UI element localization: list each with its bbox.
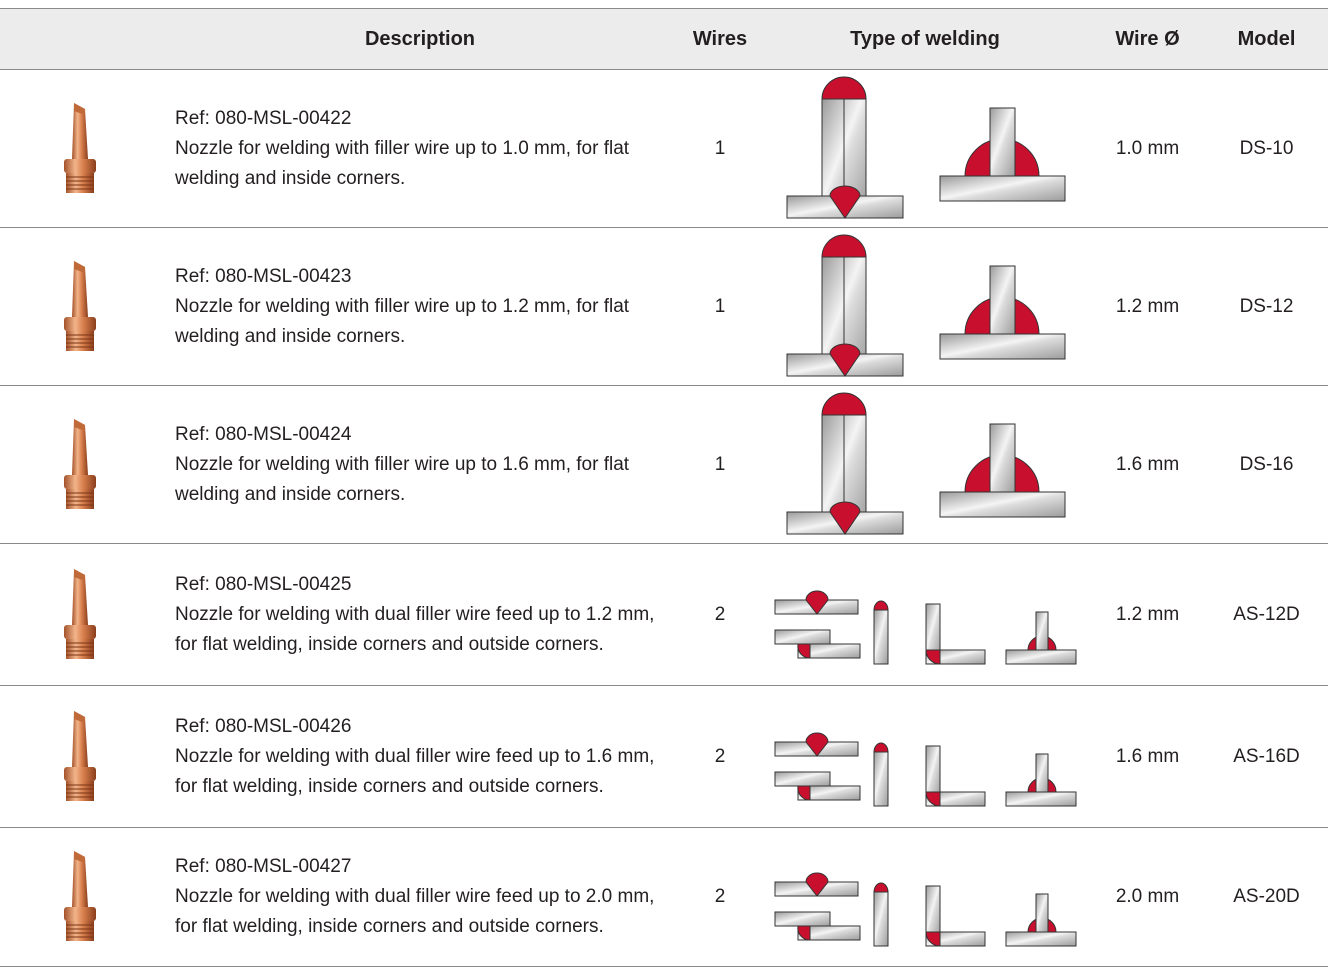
description-cell: Ref: 080-MSL-00422 Nozzle for welding wit… [160, 69, 680, 228]
ref: Ref: 080-MSL-00427 [175, 856, 352, 877]
welding-cell [760, 69, 1090, 228]
nozzle-image [55, 707, 105, 807]
welding-diagram [770, 390, 1080, 540]
image-cell [0, 543, 160, 686]
description-cell: Ref: 080-MSL-00424 Nozzle for welding wit… [160, 385, 680, 544]
model-cell: AS-16D [1205, 685, 1328, 828]
header-cell: Model [1205, 8, 1328, 70]
header-cell: Wires [680, 8, 760, 70]
description: Nozzle for welding with dual filler wire… [175, 745, 655, 797]
description: Nozzle for welding with filler wire up t… [175, 453, 630, 505]
description-cell: Ref: 080-MSL-00426 Nozzle for welding wit… [160, 685, 680, 828]
header-cell: Type of welding [760, 8, 1090, 70]
ref: Ref: 080-MSL-00422 [175, 107, 352, 129]
description: Nozzle for welding with dual filler wire… [175, 886, 655, 937]
wires-cell: 1 [680, 385, 760, 544]
nozzle-image [55, 415, 105, 515]
welding-cell [760, 385, 1090, 544]
welding-diagram [770, 74, 1080, 224]
image-cell [0, 827, 160, 967]
model-cell: AS-20D [1205, 827, 1328, 967]
model-cell: DS-16 [1205, 385, 1328, 544]
ref: Ref: 080-MSL-00423 [175, 265, 352, 287]
welding-cell [760, 685, 1090, 828]
model-cell: DS-12 [1205, 227, 1328, 386]
welding-cell [760, 827, 1090, 967]
nozzle-image [55, 99, 105, 199]
table-body: Ref: 080-MSL-00422 Nozzle for welding wit… [0, 69, 1328, 967]
product-row: Ref: 080-MSL-00427 Nozzle for welding wit… [0, 827, 1328, 967]
wire-diameter-cell: 1.2 mm [1090, 227, 1205, 386]
welding-diagram [770, 842, 1080, 952]
model-cell: AS-12D [1205, 543, 1328, 686]
ref: Ref: 080-MSL-00424 [175, 423, 352, 445]
image-cell [0, 227, 160, 386]
description: Nozzle for welding with dual filler wire… [175, 603, 655, 655]
nozzle-image [55, 847, 105, 947]
description-cell: Ref: 080-MSL-00427 Nozzle for welding wit… [160, 827, 680, 967]
image-cell [0, 685, 160, 828]
product-row: Ref: 080-MSL-00426 Nozzle for welding wit… [0, 685, 1328, 828]
wire-diameter-cell: 2.0 mm [1090, 827, 1205, 967]
nozzle-image [55, 257, 105, 357]
header-cell: Description [160, 8, 680, 70]
ref: Ref: 080-MSL-00425 [175, 573, 352, 595]
product-row: Ref: 080-MSL-00425 Nozzle for welding wit… [0, 543, 1328, 686]
product-row: Ref: 080-MSL-00424 Nozzle for welding wit… [0, 385, 1328, 544]
description-cell: Ref: 080-MSL-00425 Nozzle for welding wit… [160, 543, 680, 686]
wires-cell: 1 [680, 69, 760, 228]
welding-diagram [770, 702, 1080, 812]
wire-diameter-cell: 1.6 mm [1090, 385, 1205, 544]
wires-cell: 2 [680, 685, 760, 828]
nozzle-image [55, 565, 105, 665]
header-cell: Wire Ø [1090, 8, 1205, 70]
wire-diameter-cell: 1.6 mm [1090, 685, 1205, 828]
wires-cell: 2 [680, 543, 760, 686]
welding-cell [760, 227, 1090, 386]
wires-cell: 2 [680, 827, 760, 967]
description-cell: Ref: 080-MSL-00423 Nozzle for welding wit… [160, 227, 680, 386]
product-row: Ref: 080-MSL-00422 Nozzle for welding wit… [0, 69, 1328, 228]
welding-cell [760, 543, 1090, 686]
wire-diameter-cell: 1.2 mm [1090, 543, 1205, 686]
product-table: Description Wires Type of welding Wire Ø… [0, 8, 1328, 967]
image-cell [0, 385, 160, 544]
description: Nozzle for welding with filler wire up t… [175, 295, 630, 347]
ref: Ref: 080-MSL-00426 [175, 715, 352, 737]
welding-diagram [770, 560, 1080, 670]
model-cell: DS-10 [1205, 69, 1328, 228]
header-row: Description Wires Type of welding Wire Ø… [0, 8, 1328, 70]
description: Nozzle for welding with filler wire up t… [175, 137, 630, 189]
header-cell [0, 8, 160, 70]
wire-diameter-cell: 1.0 mm [1090, 69, 1205, 228]
welding-diagram [770, 232, 1080, 382]
image-cell [0, 69, 160, 228]
product-row: Ref: 080-MSL-00423 Nozzle for welding wit… [0, 227, 1328, 386]
wires-cell: 1 [680, 227, 760, 386]
